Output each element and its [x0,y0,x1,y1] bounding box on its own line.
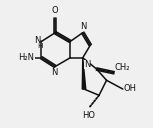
Text: H₂N: H₂N [19,53,35,62]
Text: O: O [52,6,59,15]
Text: OH: OH [123,84,136,93]
Text: H: H [37,43,42,49]
Text: N: N [80,22,87,31]
Text: N: N [51,68,58,77]
Text: HO: HO [82,111,95,120]
Text: CH₂: CH₂ [115,62,130,72]
Polygon shape [82,58,86,89]
Text: N: N [84,60,90,69]
Text: N: N [34,36,40,45]
